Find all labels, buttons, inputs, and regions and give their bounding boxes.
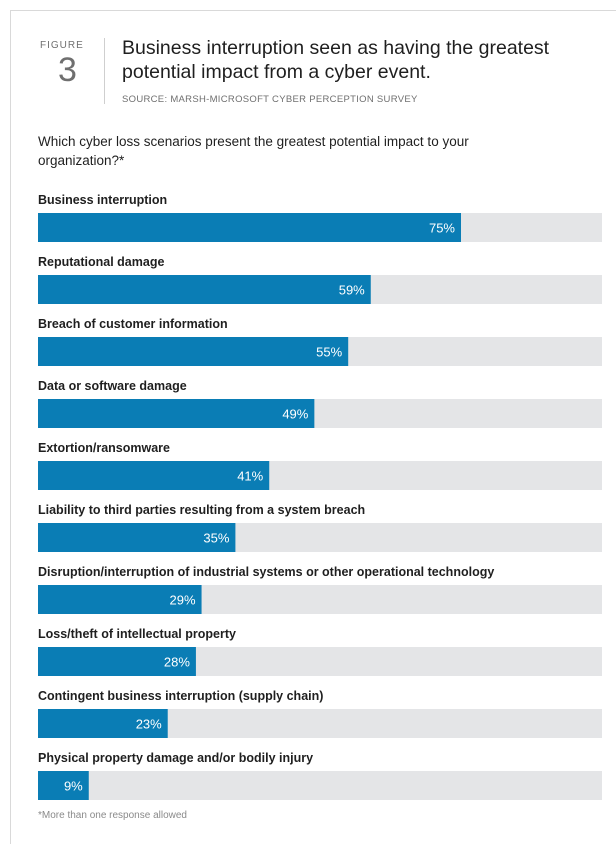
data-label: 49% [282, 407, 308, 422]
bar [38, 213, 461, 242]
data-label: 41% [237, 469, 263, 484]
category-label: Business interruption [38, 193, 167, 207]
data-label: 28% [164, 655, 190, 670]
bar [38, 523, 236, 552]
category-label: Liability to third parties resulting fro… [38, 503, 365, 517]
bar-track [38, 771, 602, 800]
data-label: 35% [203, 531, 229, 546]
category-label: Breach of customer information [38, 317, 228, 331]
bar [38, 399, 315, 428]
survey-question: Which cyber loss scenarios present the g… [38, 134, 469, 168]
figure-frame [10, 10, 616, 844]
data-label: 55% [316, 345, 342, 360]
figure-number: 3 [58, 51, 77, 89]
category-label: Data or software damage [38, 379, 187, 393]
data-label: 23% [136, 717, 162, 732]
bar [38, 461, 270, 490]
bar [38, 647, 196, 676]
category-label: Reputational damage [38, 255, 164, 269]
figure-source: SOURCE: MARSH-MICROSOFT CYBER PERCEPTION… [122, 94, 418, 105]
bar [38, 275, 371, 304]
data-label: 75% [429, 221, 455, 236]
figure-divider [104, 38, 105, 104]
data-label: 29% [170, 593, 196, 608]
category-label: Extortion/ransomware [38, 441, 170, 455]
data-label: 9% [64, 779, 83, 794]
category-label: Contingent business interruption (supply… [38, 689, 323, 703]
figure-title: Business interruption seen as having the… [122, 37, 550, 83]
bar [38, 337, 349, 366]
figure-word: FIGURE [40, 40, 84, 51]
footnote: *More than one response allowed [38, 810, 187, 821]
bar [38, 585, 202, 614]
category-label: Disruption/interruption of industrial sy… [38, 565, 494, 579]
data-label: 59% [339, 283, 365, 298]
category-label: Physical property damage and/or bodily i… [38, 751, 313, 765]
category-label: Loss/theft of intellectual property [38, 627, 236, 641]
bar [38, 771, 89, 800]
bar [38, 709, 168, 738]
